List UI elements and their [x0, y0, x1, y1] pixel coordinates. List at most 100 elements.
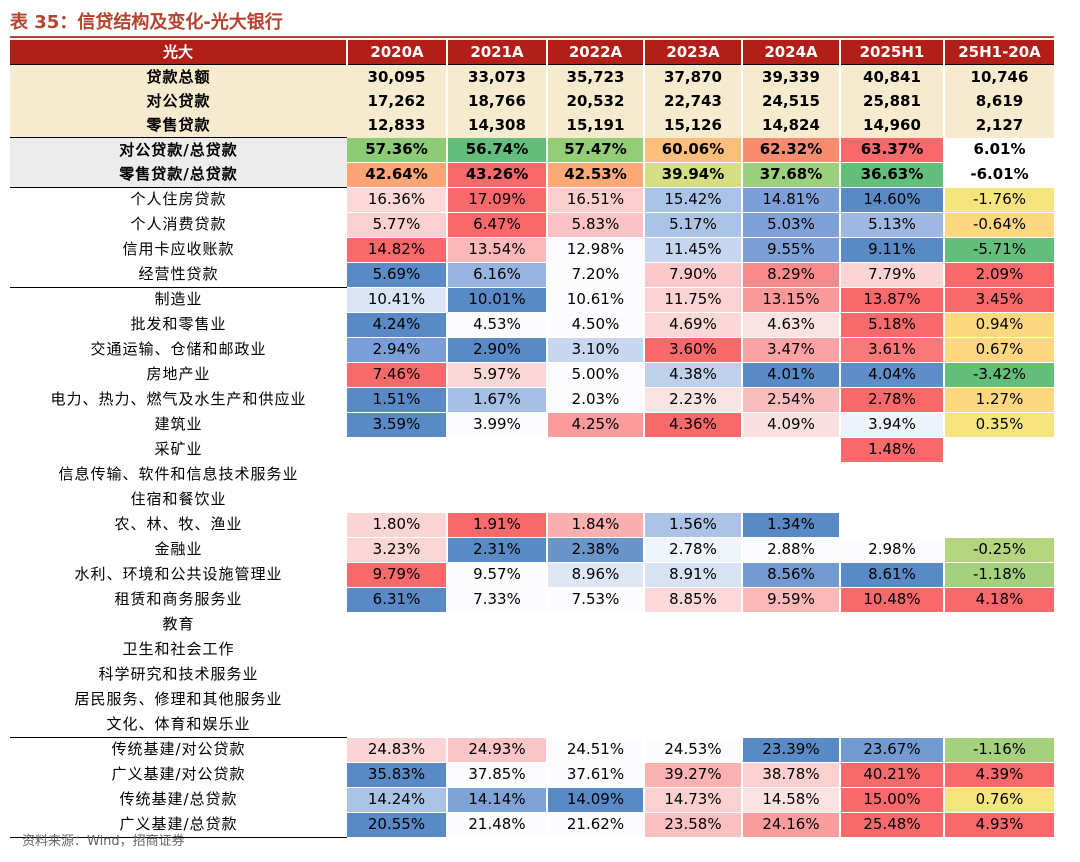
- table-row: 批发和零售业 4.24% 4.53% 4.50% 4.69% 4.63% 5.18% 0.94…: [10, 312, 1054, 338]
- value-cell: [347, 662, 448, 688]
- value-cell: [742, 637, 841, 663]
- table-row: 水利、环境和公共设施管理业 9.79% 9.57% 8.96% 8.91% 8.56% 8.…: [10, 562, 1054, 588]
- table-row: 租赁和商务服务业 6.31% 7.33% 7.53% 8.85% 9.59% 10.48% 4…: [10, 587, 1054, 613]
- value-cell: [644, 487, 743, 513]
- value-cell: 4.04%: [840, 362, 945, 388]
- value-cell: 11.75%: [644, 286, 743, 313]
- value-cell: 15,191: [547, 113, 645, 138]
- value-cell: -0.25%: [944, 537, 1054, 563]
- table-body: 贷款总额 30,095 33,073 35,723 37,870 39,339 40,841…: [10, 64, 1054, 838]
- table-row: 贷款总额 30,095 33,073 35,723 37,870 39,339 40,841…: [10, 64, 1054, 89]
- value-cell: [347, 487, 448, 513]
- value-cell: 3.60%: [644, 337, 743, 363]
- value-cell: 5.18%: [840, 312, 945, 338]
- value-cell: 1.51%: [347, 387, 448, 413]
- value-cell: [347, 687, 448, 713]
- row-label: 卫生和社会工作: [122, 640, 235, 658]
- value-cell: 37.61%: [547, 762, 645, 788]
- value-cell: [547, 437, 645, 463]
- value-cell: 22,743: [644, 89, 743, 113]
- value-cell: 1.34%: [742, 512, 841, 538]
- value-cell: [944, 712, 1054, 738]
- value-cell: 2,127: [944, 113, 1054, 138]
- value-cell: 15.42%: [644, 187, 743, 213]
- value-cell: 1.84%: [547, 512, 645, 538]
- value-cell: 4.93%: [944, 812, 1054, 838]
- value-cell: 23.67%: [840, 736, 945, 763]
- value-cell: [840, 487, 945, 513]
- value-cell: 2.23%: [644, 387, 743, 413]
- value-cell: 8.96%: [547, 562, 645, 588]
- table-row: 电力、热力、燃气及水生产和供应业 1.51% 1.67% 2.03% 2.23% 2.54…: [10, 387, 1054, 413]
- value-cell: 3.47%: [742, 337, 841, 363]
- value-cell: 14.81%: [742, 187, 841, 213]
- value-cell: [447, 462, 548, 488]
- value-cell: 33,073: [447, 64, 548, 89]
- value-cell: [347, 637, 448, 663]
- row-label: 对公贷款/总贷款: [10, 137, 347, 162]
- value-cell: [944, 512, 1054, 538]
- value-cell: 5.00%: [547, 362, 645, 388]
- value-cell: 62.32%: [742, 137, 841, 163]
- value-cell: 14,960: [840, 113, 945, 138]
- row-label: 住宿和餐饮业: [130, 490, 227, 508]
- header-2025h1: 2025H1: [840, 40, 945, 65]
- value-cell: 1.80%: [347, 512, 448, 538]
- value-cell: 4.69%: [644, 312, 743, 338]
- value-cell: [547, 637, 645, 663]
- value-cell: [742, 612, 841, 638]
- value-cell: [742, 712, 841, 738]
- table-row: 居民服务、修理和其他服务业: [10, 687, 1054, 713]
- value-cell: 9.59%: [742, 587, 841, 613]
- value-cell: 4.63%: [742, 312, 841, 338]
- value-cell: [742, 487, 841, 513]
- value-cell: 2.90%: [447, 337, 548, 363]
- table-row: 农、林、牧、渔业 1.80% 1.91% 1.84% 1.56% 1.34%: [10, 512, 1054, 538]
- value-cell: 3.45%: [944, 286, 1054, 313]
- value-cell: [840, 662, 945, 688]
- value-cell: [644, 687, 743, 713]
- row-label: 个人消费贷款: [130, 215, 227, 233]
- header-2023a: 2023A: [644, 40, 743, 65]
- value-cell: -1.18%: [944, 562, 1054, 588]
- title-rule: [10, 36, 1054, 38]
- table-row: 建筑业 3.59% 3.99% 4.25% 4.36% 4.09% 3.94% 0.35%: [10, 412, 1054, 438]
- row-label: 交通运输、仓储和邮政业: [90, 340, 267, 358]
- header-label: 光大: [10, 40, 348, 65]
- value-cell: 5.77%: [347, 212, 448, 238]
- row-label: 房地产业: [146, 365, 211, 383]
- value-cell: 7.20%: [547, 262, 645, 288]
- value-cell: 57.36%: [347, 137, 448, 163]
- table-row: 房地产业 7.46% 5.97% 5.00% 4.38% 4.01% 4.04% -3.42%: [10, 362, 1054, 388]
- value-cell: 14,308: [447, 113, 548, 138]
- row-label: 建筑业: [154, 415, 203, 433]
- value-cell: [447, 437, 548, 463]
- value-cell: 11.45%: [644, 237, 743, 263]
- value-cell: [447, 487, 548, 513]
- table-row: 广义基建/总贷款 20.55% 21.48% 21.62% 23.58% 24.16% 25…: [10, 812, 1054, 838]
- value-cell: [840, 637, 945, 663]
- value-cell: [742, 687, 841, 713]
- value-cell: [644, 437, 743, 463]
- header-row: 光大 2020A 2021A 2022A 2023A 2024A 2025H1 …: [10, 40, 1054, 65]
- value-cell: 7.46%: [347, 362, 448, 388]
- value-cell: 12.98%: [547, 237, 645, 263]
- row-label: 对公贷款: [10, 89, 347, 113]
- row-label: 信息传输、软件和信息技术服务业: [58, 465, 299, 483]
- row-label: 零售贷款/总贷款: [10, 162, 347, 188]
- table-row: 广义基建/对公贷款 35.83% 37.85% 37.61% 39.27% 38.78% 4…: [10, 762, 1054, 788]
- value-cell: [447, 712, 548, 738]
- value-cell: 6.01%: [944, 137, 1054, 163]
- value-cell: 2.09%: [944, 262, 1054, 288]
- value-cell: [644, 662, 743, 688]
- value-cell: 37.68%: [742, 162, 841, 188]
- value-cell: 2.03%: [547, 387, 645, 413]
- table-row: 个人消费贷款 5.77% 6.47% 5.83% 5.17% 5.03% 5.13% -0.6…: [10, 212, 1054, 238]
- value-cell: 3.99%: [447, 412, 548, 438]
- value-cell: 1.56%: [644, 512, 743, 538]
- value-cell: 2.31%: [447, 537, 548, 563]
- value-cell: 14.73%: [644, 787, 743, 813]
- source-note: 资料来源：Wind，招商证券: [22, 834, 185, 849]
- value-cell: 17.09%: [447, 187, 548, 213]
- value-cell: 35.83%: [347, 762, 448, 788]
